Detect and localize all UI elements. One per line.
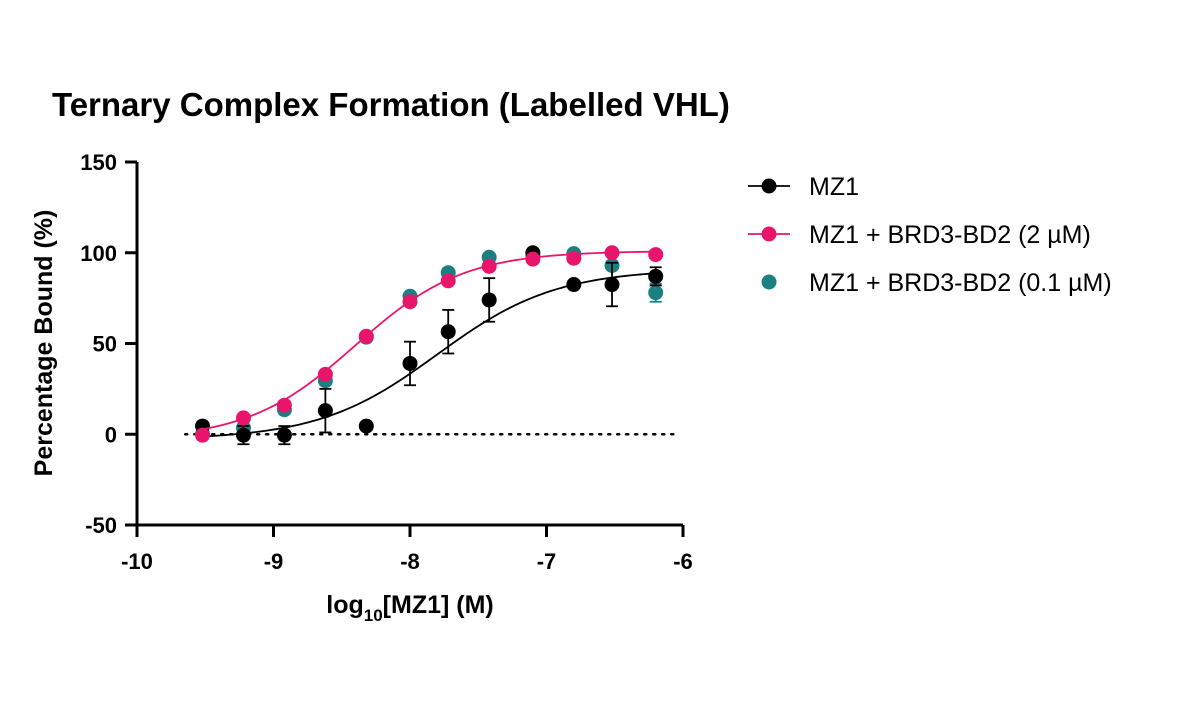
- data-point: [481, 258, 497, 274]
- legend-label: MZ1 + BRD3-BD2 (0.1 µM): [809, 269, 1112, 297]
- plot-area: [184, 245, 678, 446]
- legend-marker: [761, 274, 777, 290]
- data-point: [235, 427, 251, 443]
- data-point: [317, 366, 333, 382]
- y-tick-label: 150: [80, 150, 117, 175]
- chart-title: Ternary Complex Formation (Labelled VHL): [52, 86, 730, 123]
- data-point: [566, 250, 582, 266]
- x-axis-label-prefix: log: [326, 591, 364, 619]
- data-point: [317, 403, 333, 419]
- data-point: [648, 268, 664, 284]
- data-point: [358, 418, 374, 434]
- y-axis-label: Percentage Bound (%): [30, 210, 58, 477]
- x-axis-label-suffix: [MZ1] (M): [383, 591, 494, 619]
- y-tick-label: 100: [80, 241, 117, 266]
- data-point: [648, 247, 664, 263]
- x-tick-label: -10: [121, 549, 153, 574]
- data-point: [195, 427, 211, 443]
- data-point: [481, 292, 497, 308]
- data-point: [402, 294, 418, 310]
- x-tick-label: -9: [264, 549, 284, 574]
- axes: -50 0 50 100 150 -10 -9 -8 -7 -6: [80, 150, 693, 574]
- y-tick-label: -50: [85, 513, 117, 538]
- data-point: [604, 277, 620, 293]
- data-point: [648, 285, 664, 301]
- data-point: [276, 397, 292, 413]
- x-axis-label-subscript: 10: [364, 606, 383, 625]
- fit-curve: [202, 250, 656, 431]
- data-point: [566, 277, 582, 293]
- legend-marker: [761, 178, 777, 194]
- data-point: [440, 324, 456, 340]
- legend-label: MZ1: [809, 173, 859, 201]
- data-point: [440, 273, 456, 289]
- x-tick-label: -7: [537, 549, 557, 574]
- legend-marker: [761, 226, 777, 242]
- data-point: [358, 328, 374, 344]
- legend-item: MZ1 + BRD3-BD2 (2 µM): [748, 221, 1091, 249]
- legend: MZ1 MZ1 + BRD3-BD2 (2 µM) MZ1 + BRD3-BD2 (…: [748, 173, 1112, 297]
- y-tick-label: 50: [93, 332, 117, 357]
- y-tick-label: 0: [105, 422, 117, 447]
- data-point: [276, 427, 292, 443]
- legend-label: MZ1 + BRD3-BD2 (2 µM): [809, 221, 1091, 249]
- legend-item: MZ1 + BRD3-BD2 (0.1 µM): [761, 269, 1112, 297]
- data-point: [604, 245, 620, 261]
- x-tick-label: -8: [400, 549, 420, 574]
- series-0: [195, 245, 664, 446]
- series-1: [195, 245, 664, 443]
- series-2: [195, 246, 664, 442]
- data-point: [525, 251, 541, 267]
- fit-curve: [202, 272, 656, 438]
- x-axis-label: log10[MZ1] (M): [326, 591, 494, 625]
- legend-item: MZ1: [748, 173, 859, 201]
- data-point: [235, 410, 251, 426]
- data-point: [402, 355, 418, 371]
- x-tick-label: -6: [673, 549, 693, 574]
